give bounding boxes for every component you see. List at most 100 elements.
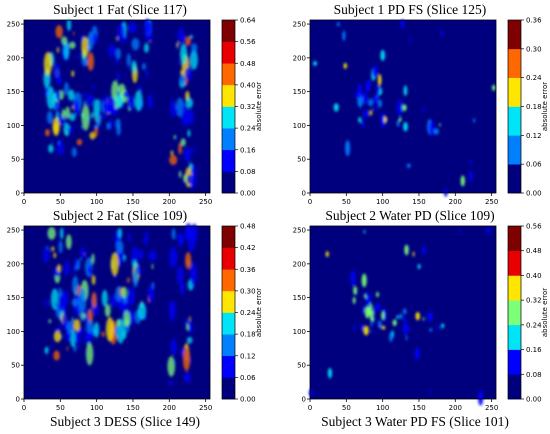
x-tick-label: 50 [342, 404, 351, 412]
colorbar-label: absolute error [541, 82, 549, 131]
y-tick-label: 150 [293, 88, 306, 96]
colorbar-tick-label: 0.48 [526, 247, 542, 255]
colorbar-tick-label: 0.24 [240, 125, 256, 133]
colorbar-tick-label: 0.24 [240, 309, 256, 317]
colorbar-tick-label: 0.06 [526, 161, 542, 169]
colorbar-tick-label: 0.32 [526, 297, 542, 305]
y-tick-label: 100 [7, 328, 20, 336]
error-map-3 [43, 222, 198, 386]
y-tick-label: 50 [297, 362, 306, 370]
y-tick-label: 0 [16, 190, 20, 198]
y-tick-label: 0 [302, 396, 306, 404]
colorbar-segment [222, 355, 235, 378]
colorbar-label: absolute error [255, 82, 263, 131]
caption-bottom-left: Subject 3 DESS (Slice 149) [50, 414, 200, 429]
plot-frame [23, 225, 211, 400]
colorbar-tick-label: 0.18 [526, 103, 542, 111]
colorbar-tick-label: 0.30 [526, 45, 542, 53]
colorbar-tick-label: 0.48 [240, 223, 256, 231]
colorbar-tick-label: 0.12 [526, 132, 542, 140]
colorbar-tick-label: 0.08 [526, 371, 542, 379]
x-tick-label: 150 [412, 198, 425, 206]
colorbar-segment [222, 106, 235, 129]
error-map-4 [308, 227, 491, 406]
plot-frame [309, 19, 497, 194]
colorbar-segment [508, 20, 521, 50]
y-tick-label: 250 [7, 227, 20, 235]
colorbar-segment [222, 247, 235, 270]
colorbar-tick-label: 0.06 [240, 374, 256, 382]
y-tick-label: 50 [297, 156, 306, 164]
colorbar-tick-label: 0.56 [526, 223, 542, 231]
colorbar-segment [508, 324, 521, 350]
colorbar-segment [508, 48, 521, 78]
y-tick-label: 250 [293, 21, 306, 29]
colorbar-segment [508, 349, 521, 375]
colorbar-segment [222, 290, 235, 313]
error-map-1 [43, 18, 198, 189]
x-tick-label: 150 [126, 198, 139, 206]
colorbar-tick-label: 0.00 [526, 396, 542, 404]
x-tick-label: 0 [308, 198, 312, 206]
x-tick-label: 250 [199, 198, 212, 206]
colorbar-segment [222, 63, 235, 86]
colorbar-tick-label: 0.12 [240, 352, 256, 360]
colorbar-tick-label: 0.16 [526, 346, 542, 354]
panel-title-2: Subject 1 PD FS (Slice 125) [333, 2, 487, 17]
colorbar-segment [508, 300, 521, 326]
colorbar-segment [222, 149, 235, 172]
colorbar-segment [508, 374, 521, 400]
x-tick-label: 200 [163, 404, 176, 412]
x-tick-label: 200 [449, 198, 462, 206]
plot-frame [309, 225, 497, 400]
colorbar-tick-label: 0.08 [240, 168, 256, 176]
y-tick-label: 100 [293, 122, 306, 130]
error-map-2 [312, 19, 496, 197]
panel-title-1: Subject 1 Fat (Slice 117) [53, 2, 187, 17]
colorbar-tick-label: 0.24 [526, 321, 542, 329]
x-tick-label: 0 [308, 404, 312, 412]
colorbar-tick-label: 0.56 [240, 38, 256, 46]
colorbar-tick-label: 0.48 [240, 60, 256, 68]
colorbar-tick-label: 0.36 [240, 266, 256, 274]
y-tick-label: 150 [7, 294, 20, 302]
x-tick-label: 200 [163, 198, 176, 206]
x-tick-label: 100 [376, 198, 389, 206]
panel-title-4: Subject 2 Water PD (Slice 109) [325, 208, 495, 223]
colorbar-segment [222, 312, 235, 335]
colorbar-segment [508, 135, 521, 165]
y-tick-label: 200 [7, 260, 20, 268]
colorbar-segment [222, 128, 235, 151]
y-tick-label: 100 [293, 328, 306, 336]
y-tick-label: 0 [16, 396, 20, 404]
y-tick-label: 150 [293, 294, 306, 302]
x-tick-label: 100 [90, 198, 103, 206]
colorbar-tick-label: 0.32 [240, 103, 256, 111]
colorbar-tick-label: 0.30 [240, 287, 256, 295]
colorbar-tick-label: 0.36 [526, 17, 542, 25]
colorbar-segment [508, 250, 521, 276]
colorbar-segment [508, 106, 521, 136]
x-tick-label: 150 [412, 404, 425, 412]
y-tick-label: 200 [293, 260, 306, 268]
plot-frame [23, 19, 211, 194]
x-tick-label: 0 [22, 198, 26, 206]
y-tick-label: 250 [293, 227, 306, 235]
colorbar-segment [508, 226, 521, 252]
y-tick-label: 0 [302, 190, 306, 198]
x-tick-label: 200 [449, 404, 462, 412]
y-tick-label: 150 [7, 88, 20, 96]
colorbar-segment [222, 84, 235, 107]
colorbar-tick-label: 0.24 [526, 74, 542, 82]
colorbar-tick-label: 0.00 [526, 190, 542, 198]
x-tick-label: 50 [342, 198, 351, 206]
colorbar-label: absolute error [541, 288, 549, 337]
y-tick-label: 250 [7, 21, 20, 29]
colorbar-segment [508, 77, 521, 107]
colorbar-segment [222, 269, 235, 292]
x-tick-label: 50 [56, 404, 65, 412]
colorbar-label: absolute error [255, 288, 263, 337]
x-tick-label: 50 [56, 198, 65, 206]
x-tick-label: 100 [376, 404, 389, 412]
caption-bottom-right: Subject 3 Water PD FS (Slice 101) [321, 414, 509, 429]
